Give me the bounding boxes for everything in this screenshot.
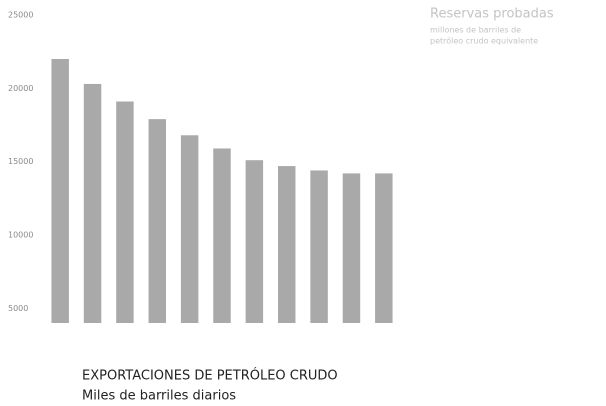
y-tick-label: 10000: [8, 231, 33, 240]
y-tick-label: 15000: [8, 157, 33, 166]
y-tick-label: 20000: [8, 84, 33, 93]
y-tick-label: 5000: [8, 304, 28, 313]
bar: [116, 101, 134, 324]
bar: [375, 173, 393, 323]
bar: [310, 170, 328, 323]
bar: [51, 59, 69, 323]
bar: [245, 160, 264, 323]
annotation: Reservas probadas: [430, 7, 554, 22]
bar: [148, 119, 167, 323]
bar: [213, 148, 231, 323]
y-tick-label: 25000: [8, 11, 33, 20]
bar: [277, 166, 296, 323]
bar: [180, 135, 199, 323]
annotation: petróleo crudo equivalente: [430, 36, 538, 46]
chart-title: EXPORTACIONES DE PETRÓLEO CRUDO: [82, 368, 338, 384]
bar: [83, 83, 102, 323]
annotation: millones de barriles de: [430, 26, 521, 35]
bar: [342, 173, 361, 323]
chart-subtitle: Miles de barriles diarios: [82, 389, 236, 404]
